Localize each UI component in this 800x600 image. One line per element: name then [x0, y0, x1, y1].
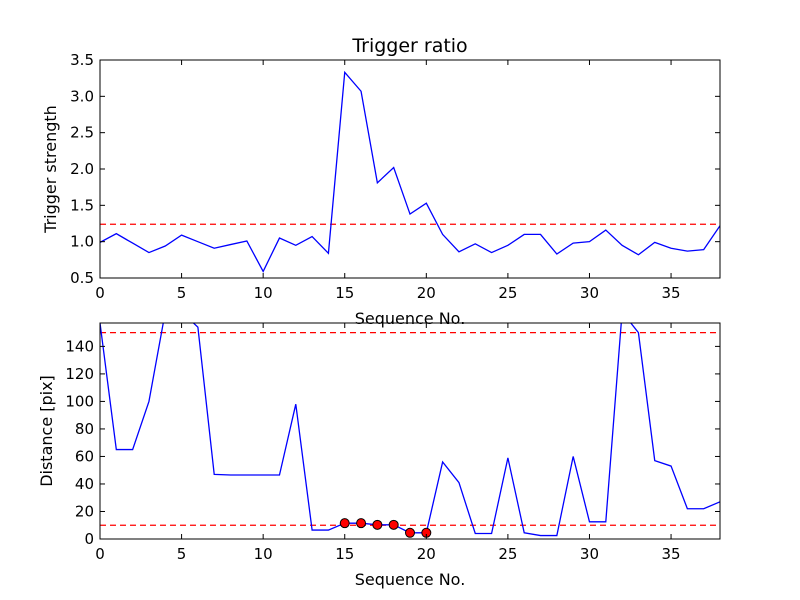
x-tick-label: 15 — [335, 284, 354, 302]
plot-area — [100, 323, 720, 538]
highlight-point — [388, 519, 399, 530]
x-tick-label: 15 — [335, 545, 354, 563]
x-tick-label: 25 — [498, 284, 517, 302]
y-tick-label: 140 — [65, 337, 94, 355]
y-tick-label: 3.0 — [70, 87, 94, 105]
y-tick-label: 120 — [65, 365, 94, 383]
x-tick-label: 0 — [95, 545, 105, 563]
x-tick-label: 5 — [177, 284, 187, 302]
x-tick-label: 30 — [580, 284, 599, 302]
y-tick-label: 20 — [75, 502, 94, 520]
y-tick-label: 0.5 — [70, 269, 94, 287]
y-tick-label: 40 — [75, 475, 94, 493]
y-tick-label: 3.5 — [70, 51, 94, 69]
plot-area — [100, 70, 720, 273]
highlight-point — [372, 519, 383, 530]
highlight-point — [405, 527, 415, 538]
x-tick-label: 10 — [254, 545, 273, 563]
x-tick-label: 5 — [177, 545, 187, 563]
plot-frame — [99, 322, 721, 540]
highlight-point — [356, 518, 367, 529]
y-axis-label: Distance [pix] — [37, 375, 56, 487]
x-tick-label: 35 — [662, 545, 681, 563]
x-tick-label: 10 — [254, 284, 273, 302]
highlight-markers — [339, 518, 432, 538]
y-tick-label: 60 — [75, 447, 94, 465]
y-tick-label: 1.5 — [70, 196, 94, 214]
y-tick-label: 100 — [65, 392, 94, 410]
y-axis-label: Trigger strength — [41, 105, 60, 234]
plot-frame — [99, 59, 721, 279]
y-tick-label: 80 — [75, 420, 94, 438]
x-axis-label: Sequence No. — [355, 309, 466, 328]
y-tick-label: 0 — [84, 530, 94, 548]
y-tick-label: 2.0 — [70, 160, 94, 178]
chart-title: Trigger ratio — [351, 35, 467, 57]
axis-ticks: 0 5 10 15 20 25 30 35 0.5 1.0 1.5 2.0 2.5 3.0 3.5 — [70, 51, 720, 302]
x-tick-label: 20 — [417, 284, 436, 302]
x-axis-label: Sequence No. — [355, 570, 466, 589]
x-tick-label: 20 — [417, 545, 436, 563]
trigger-ratio-panel: Trigger ratio 0 5 10 15 20 25 30 35 0.5 1.0 1.5 2.0… — [41, 35, 721, 328]
y-tick-label: 2.5 — [70, 124, 94, 142]
distance-line — [100, 323, 720, 537]
x-tick-label: 30 — [580, 545, 599, 563]
x-tick-label: 0 — [95, 284, 105, 302]
highlight-point — [339, 518, 350, 529]
threshold-lines — [100, 331, 720, 526]
axis-ticks: 0 5 10 15 20 25 30 35 0 20 40 60 80 100 120 140 — [65, 323, 720, 563]
x-tick-label: 35 — [662, 284, 681, 302]
trigger-strength-line — [100, 70, 720, 273]
x-tick-label: 25 — [498, 545, 517, 563]
distance-panel: 0 5 10 15 20 25 30 35 0 20 40 60 80 100 120 140 Sequenc… — [37, 322, 721, 589]
y-tick-label: 1.0 — [70, 233, 94, 251]
